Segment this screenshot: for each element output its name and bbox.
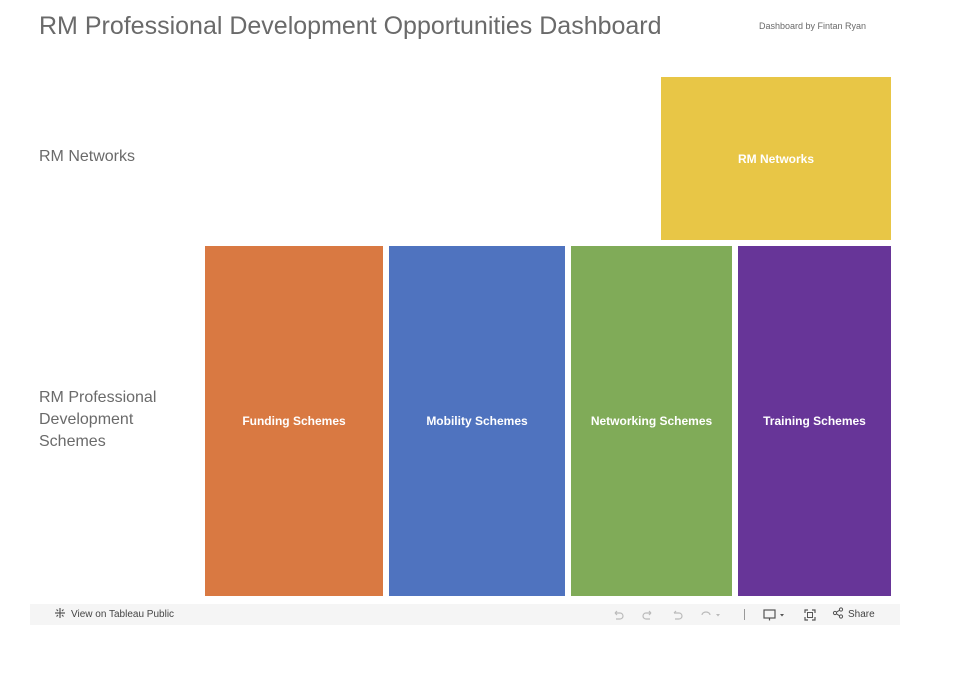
- download-icon[interactable]: [762, 604, 788, 625]
- view-on-tableau-link[interactable]: View on Tableau Public: [54, 604, 174, 625]
- refresh-icon[interactable]: [698, 604, 724, 625]
- tile-rm-networks[interactable]: RM Networks: [661, 77, 891, 240]
- tile-label: RM Networks: [737, 151, 814, 166]
- author-byline: Dashboard by Fintan Ryan: [759, 21, 867, 31]
- redo-icon[interactable]: [640, 604, 656, 625]
- share-label: Share: [848, 609, 875, 620]
- undo-icon[interactable]: [610, 604, 626, 625]
- tile-label: Funding Schemes: [242, 414, 346, 428]
- row-label-networks: RM Networks: [39, 148, 136, 165]
- view-on-tableau-label: View on Tableau Public: [71, 609, 175, 620]
- tile-networking-schemes[interactable]: Networking Schemes: [571, 246, 732, 596]
- tile-label: Mobility Schemes: [426, 414, 528, 428]
- tile-label: Training Schemes: [763, 414, 866, 428]
- revert-icon[interactable]: [670, 604, 686, 625]
- share-button[interactable]: Share: [832, 604, 882, 625]
- tile-label: Networking Schemes: [590, 414, 713, 428]
- tile-funding-schemes[interactable]: Funding Schemes: [205, 246, 383, 596]
- tile-mobility-schemes[interactable]: Mobility Schemes: [389, 246, 565, 596]
- page-title: RM Professional Development Opportunitie…: [39, 12, 662, 40]
- tableau-toolbar: View on Tableau Public Share: [30, 604, 900, 625]
- tableau-icon: [54, 607, 66, 622]
- row-label-schemes: RM Professional Development Schemes: [39, 389, 157, 450]
- share-icon: [832, 607, 844, 622]
- fullscreen-icon[interactable]: [802, 604, 818, 625]
- tile-training-schemes[interactable]: Training Schemes: [738, 246, 891, 596]
